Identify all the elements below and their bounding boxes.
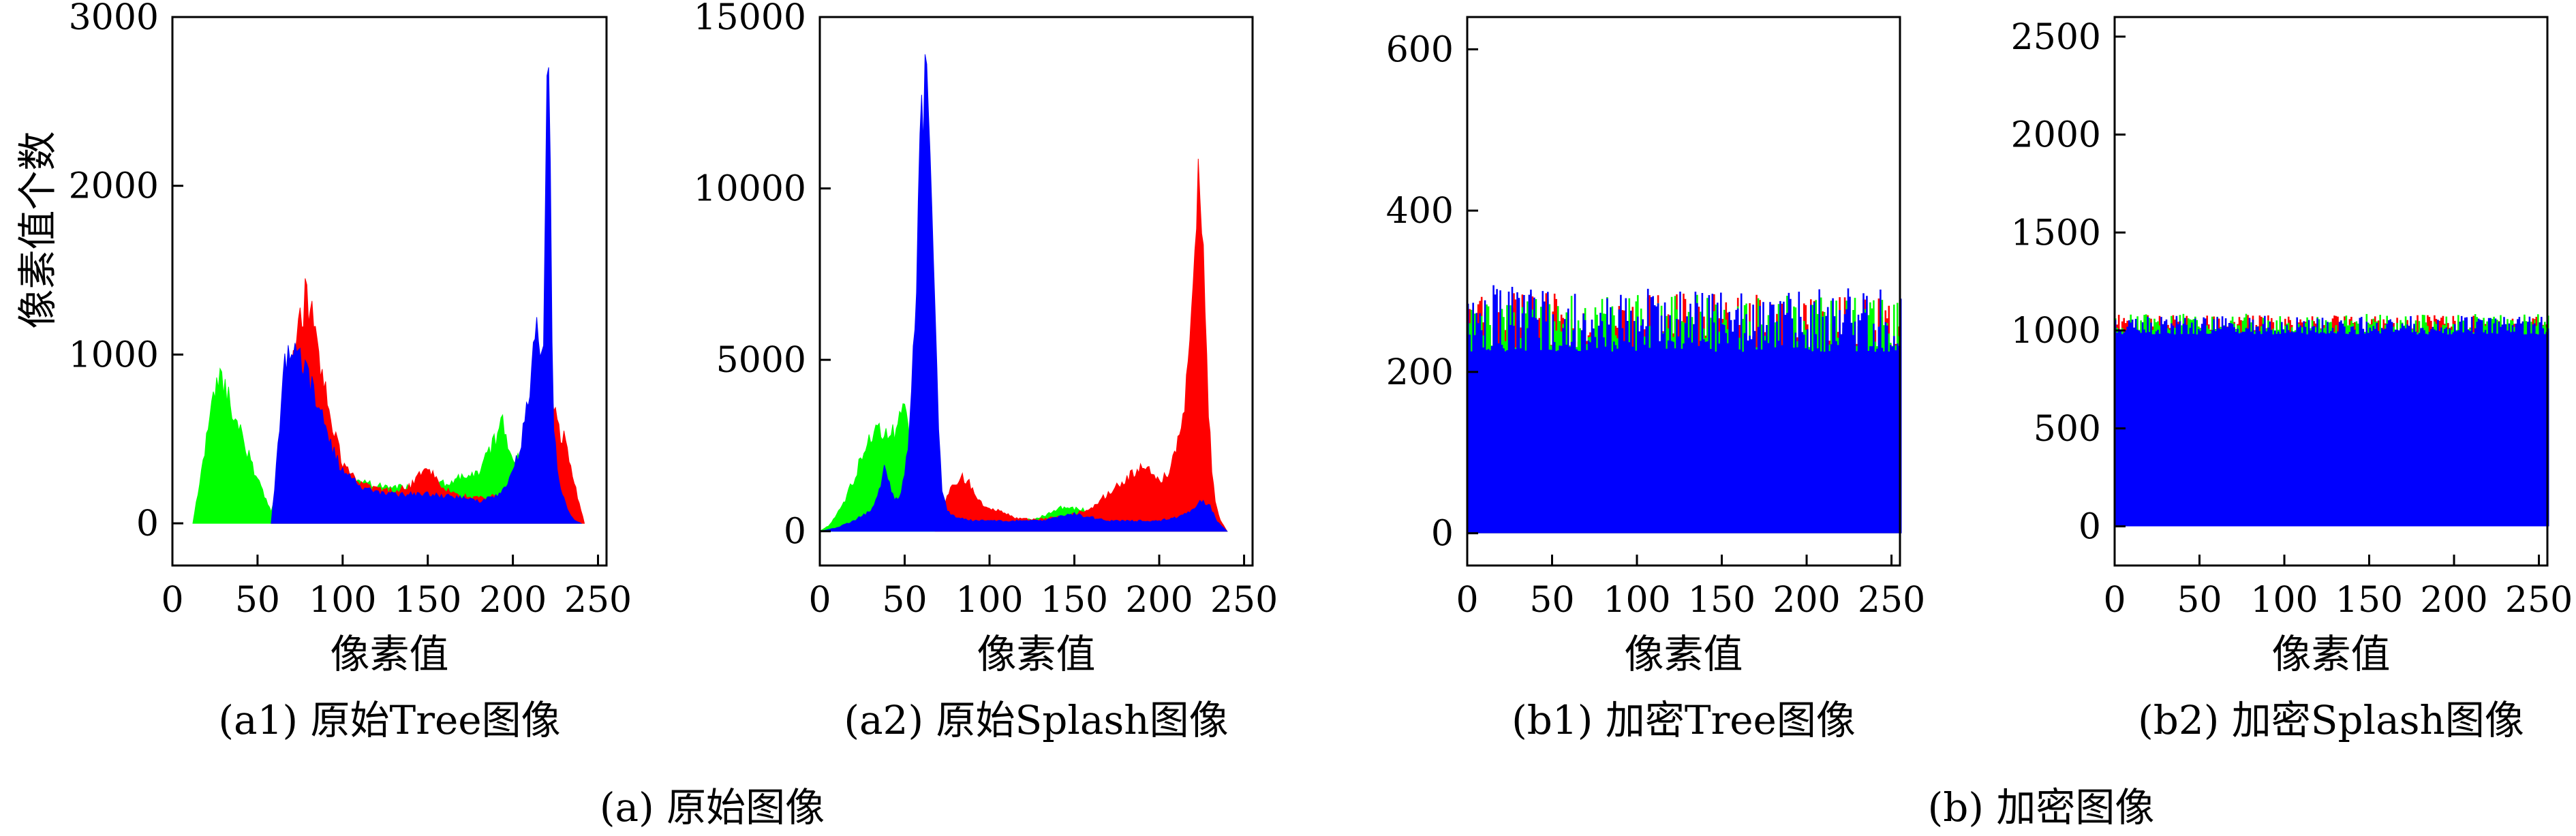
x-axis-label-b2: 像素值	[2271, 631, 2390, 677]
panel-a1: 0 50 100 150 200 250 0 1000 2000 3000 像素值 像素值个数 (a1)…	[14, 0, 632, 743]
y-tick-label-a2: 10000	[694, 169, 806, 210]
x-tick-label-a1: 200	[479, 580, 547, 621]
x-tick-label-b1: 50	[1529, 580, 1574, 621]
y-tick-label-b2: 1000	[2011, 311, 2101, 352]
y-tick-label-b1: 0	[1431, 514, 1454, 555]
x-axis-label-a1: 像素值	[330, 631, 448, 677]
x-tick-label-a1: 50	[235, 580, 280, 621]
x-axis-label-a2: 像素值	[977, 631, 1095, 677]
x-tick-label-a2: 50	[882, 580, 927, 621]
series-blue-b2	[2114, 315, 2549, 527]
y-tick-label-b2: 500	[2034, 409, 2101, 450]
series-blue-a1	[271, 67, 583, 524]
x-tick-label-a2: 100	[955, 580, 1023, 621]
x-tick-label-a2: 200	[1125, 580, 1193, 621]
y-tick-label-a1: 3000	[69, 0, 159, 38]
y-tick-label-a1: 2000	[69, 166, 159, 207]
x-tick-label-b2: 250	[2505, 580, 2573, 621]
x-tick-label-a1: 250	[564, 580, 632, 621]
panel-b1: 0 50 100 150 200 250 0 200 400 600 像素值 (b1) 加密Tree图…	[1386, 16, 1925, 743]
series-blue-a2	[819, 54, 1228, 532]
x-tick-label-b1: 200	[1773, 580, 1840, 621]
x-tick-label-b2: 100	[2250, 580, 2318, 621]
x-tick-label-a2: 150	[1041, 580, 1108, 621]
x-tick-label-a2: 0	[808, 580, 831, 621]
x-tick-label-b1: 100	[1603, 580, 1670, 621]
y-tick-label-a1: 0	[136, 504, 159, 544]
x-tick-label-b2: 150	[2335, 580, 2403, 621]
x-tick-label-a1: 0	[161, 580, 183, 621]
y-tick-label-b2: 2500	[2011, 17, 2101, 58]
series-red-a2	[934, 158, 1228, 532]
plot-frame-a2	[818, 16, 1254, 567]
plot-frame-a1	[171, 16, 608, 567]
y-tick-label-a2: 15000	[694, 0, 806, 38]
panel-b2: 0 50 100 150 200 25005001000150020002500像素值(b…	[2011, 16, 2573, 743]
group-caption-encrypted: (b) 加密图像	[1928, 784, 2155, 831]
y-tick-label-b1: 200	[1386, 352, 1454, 393]
panel-caption-a2: (a2) 原始Splash图像	[844, 697, 1228, 743]
panel-a2: 0 50 100 150 200 250 0 5000 10000 15000 像素值 (a2) 原始…	[694, 0, 1278, 743]
x-tick-label-b1: 250	[1858, 580, 1925, 621]
y-tick-label-a1: 1000	[69, 335, 159, 375]
group-caption-original: (a) 原始图像	[600, 784, 825, 831]
x-tick-label-b2: 0	[2103, 580, 2126, 621]
panels: 0 50 100 150 200 2500100020003000像素值像素值个数(a1)…	[14, 0, 2573, 743]
x-tick-label-b1: 150	[1688, 580, 1755, 621]
y-tick-label-a2: 0	[784, 512, 806, 553]
y-tick-label-a2: 5000	[716, 340, 806, 381]
x-axis-label-b1: 像素值	[1624, 631, 1743, 677]
panel-caption-b2: (b2) 加密Splash图像	[2138, 697, 2524, 743]
plot-frame-b2	[2113, 16, 2549, 567]
x-tick-label-b2: 50	[2177, 580, 2222, 621]
x-tick-label-b1: 0	[1456, 580, 1478, 621]
panel-caption-a1: (a1) 原始Tree图像	[218, 697, 560, 743]
y-axis-label-a1: 像素值个数	[14, 131, 61, 328]
y-tick-label-b1: 600	[1386, 29, 1454, 70]
y-tick-label-b2: 0	[2079, 507, 2101, 548]
x-tick-label-a1: 150	[394, 580, 461, 621]
x-tick-label-b2: 200	[2420, 580, 2487, 621]
y-tick-label-b2: 1500	[2011, 213, 2101, 253]
plot-frame-b1	[1466, 16, 1901, 567]
y-tick-label-b1: 400	[1386, 191, 1454, 232]
y-tick-label-b2: 2000	[2011, 115, 2101, 156]
x-tick-label-a1: 100	[309, 580, 376, 621]
x-tick-label-a2: 250	[1210, 580, 1278, 621]
panel-caption-b1: (b1) 加密Tree图像	[1512, 697, 1856, 743]
